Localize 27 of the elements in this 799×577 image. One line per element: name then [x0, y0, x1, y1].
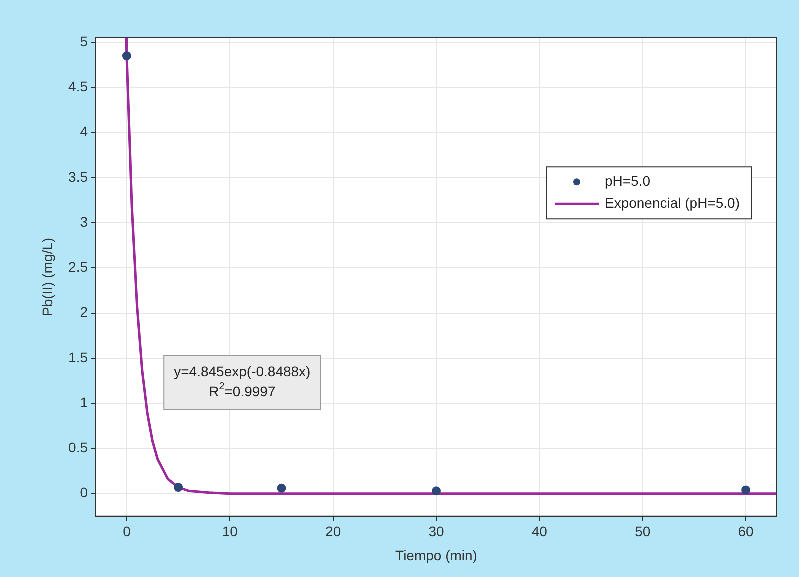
y-axis-title: Pb(II) (mg/L) — [39, 238, 56, 316]
point — [122, 52, 132, 61]
point — [174, 483, 184, 492]
point — [277, 484, 286, 493]
y-tick-label: 4.5 — [68, 78, 88, 95]
x-tick-label: 60 — [738, 524, 754, 540]
x-tick-label: 50 — [635, 524, 651, 540]
x-tick-label: 10 — [222, 524, 238, 540]
legend-label: pH=5.0 — [604, 173, 651, 190]
x-tick-label: 0 — [123, 524, 132, 540]
x-tick-label: 30 — [428, 524, 444, 540]
y-tick-label: 1.5 — [68, 349, 88, 366]
point — [742, 486, 751, 495]
y-tick-label: 0.5 — [68, 440, 88, 456]
y-tick-label: 1 — [80, 394, 88, 410]
legend-label: Exponencial (pH=5.0) — [604, 195, 740, 212]
x-tick-label: 20 — [326, 524, 342, 540]
point — [432, 486, 441, 496]
x-tick-label: 40 — [532, 524, 548, 540]
y-tick-label: 3.5 — [68, 168, 88, 185]
y-tick-label: 0 — [80, 484, 88, 501]
y-tick-label: 4 — [80, 124, 88, 140]
y-tick-label: 5 — [80, 33, 88, 50]
y-tick-label: 3 — [80, 214, 88, 230]
x-axis-title: Tiempo (min) — [396, 547, 478, 564]
y-tick-label: 2.5 — [68, 259, 88, 276]
y-tick-label: 2 — [80, 304, 88, 320]
